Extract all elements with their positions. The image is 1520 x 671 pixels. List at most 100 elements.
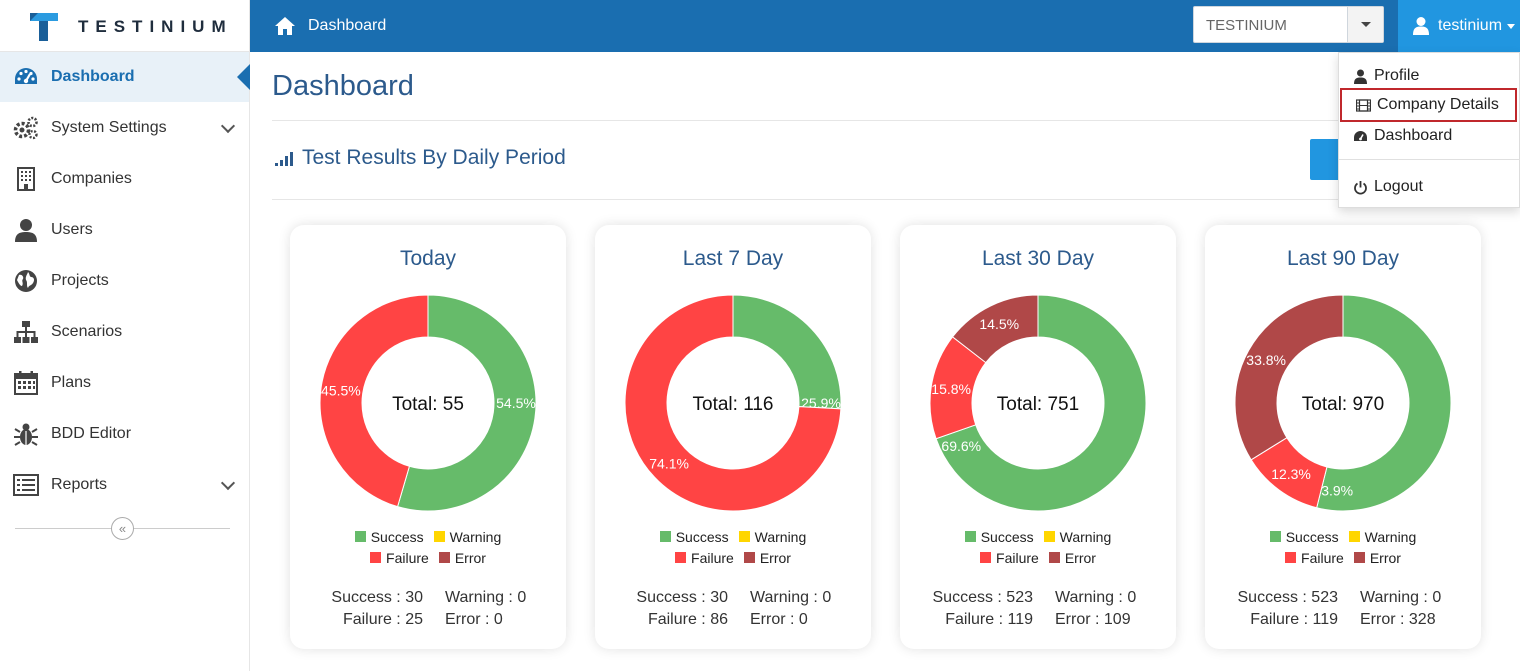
stat-warning: Warning : 0 xyxy=(1055,589,1137,606)
testinium-logo-icon xyxy=(30,13,58,41)
chart-card-last-30-day: Last 30 Day 69.6% 15.8% 14.5% Total: 751 Su… xyxy=(900,225,1176,649)
chart-legend: Success Warning Failure Error xyxy=(900,526,1176,568)
chart-stats: Success : 523 Warning : 0 Failure : 119 Er… xyxy=(1205,589,1481,633)
section-title: Test Results By Daily Period xyxy=(274,146,566,170)
donut-slice-failure[interactable] xyxy=(319,294,429,508)
chevron-down-icon xyxy=(220,118,236,134)
sidebar-item-label: Companies xyxy=(51,170,132,187)
title-divider xyxy=(272,120,1512,121)
globe-icon xyxy=(12,268,40,294)
company-select[interactable]: TESTINIUM xyxy=(1193,6,1384,43)
stat-failure: Failure : 119 xyxy=(1250,611,1338,628)
slice-percent-label: 33.8% xyxy=(1246,352,1286,368)
slice-percent-label: 54.5% xyxy=(496,395,536,411)
bug-icon xyxy=(12,421,40,447)
home-icon xyxy=(275,17,295,35)
gears-icon xyxy=(12,115,40,141)
user-menu-button[interactable]: testinium xyxy=(1398,0,1520,52)
double-chevron-left-icon: « xyxy=(118,521,127,536)
sitemap-icon xyxy=(12,319,40,345)
section-divider xyxy=(272,199,1512,200)
list-icon xyxy=(12,472,40,498)
sidebar-item-label: Projects xyxy=(51,272,109,289)
stat-warning: Warning : 0 xyxy=(1360,589,1442,606)
menu-item-label: Profile xyxy=(1374,67,1420,84)
legend-item-failure[interactable]: Failure xyxy=(980,550,1039,566)
legend-item-failure[interactable]: Failure xyxy=(1285,550,1344,566)
page-title: Dashboard xyxy=(272,70,414,102)
legend-item-success[interactable]: Success xyxy=(659,529,729,545)
company-select-value: TESTINIUM xyxy=(1206,17,1287,34)
user-name: testinium xyxy=(1438,17,1503,34)
signal-bars-icon xyxy=(275,152,293,166)
menu-item-company-details[interactable]: Company Details xyxy=(1340,88,1517,122)
legend-item-error[interactable]: Error xyxy=(438,550,486,566)
donut-slice-success[interactable] xyxy=(935,294,1147,512)
sidebar-item-label: System Settings xyxy=(51,119,167,136)
legend-item-success[interactable]: Success xyxy=(1269,529,1339,545)
menu-item-dashboard[interactable]: Dashboard xyxy=(1339,122,1520,150)
chart-title: Last 30 Day xyxy=(981,247,1095,270)
film-icon xyxy=(1356,98,1371,112)
dashboard-icon xyxy=(1354,130,1367,141)
stat-warning: Warning : 0 xyxy=(445,589,527,606)
chevron-down-icon xyxy=(220,475,236,491)
dashboard-icon xyxy=(12,64,40,90)
sidebar-item-projects[interactable]: Projects xyxy=(0,256,249,306)
legend-item-warning[interactable]: Warning xyxy=(1348,529,1416,545)
legend-item-warning[interactable]: Warning xyxy=(738,529,806,545)
donut-center-total: Total: 751 xyxy=(997,394,1079,415)
stat-error: Error : 109 xyxy=(1055,611,1131,628)
donut-slice-success[interactable] xyxy=(1316,294,1452,512)
legend-item-success[interactable]: Success xyxy=(354,529,424,545)
legend-item-warning[interactable]: Warning xyxy=(1043,529,1111,545)
sidebar-item-scenarios[interactable]: Scenarios xyxy=(0,307,249,357)
sidebar-item-companies[interactable]: Companies xyxy=(0,154,249,204)
donut-slice-success[interactable] xyxy=(732,294,842,410)
legend-item-failure[interactable]: Failure xyxy=(370,550,429,566)
menu-item-label: Logout xyxy=(1374,178,1423,195)
legend-item-error[interactable]: Error xyxy=(1353,550,1401,566)
chart-legend: Success Warning Failure Error xyxy=(290,526,566,568)
legend-item-error[interactable]: Error xyxy=(743,550,791,566)
chart-stats: Success : 30 Warning : 0 Failure : 25 Erro… xyxy=(290,589,566,633)
sidebar-item-bdd-editor[interactable]: BDD Editor xyxy=(0,409,249,459)
stat-error: Error : 328 xyxy=(1360,611,1436,628)
donut-chart: 53.9%12.3% 33.8% Total: 970 xyxy=(1234,294,1452,512)
chevron-down-icon[interactable] xyxy=(1347,7,1383,42)
menu-divider xyxy=(1339,159,1520,160)
menu-item-label: Company Details xyxy=(1377,96,1499,113)
legend-item-failure[interactable]: Failure xyxy=(675,550,734,566)
brand[interactable]: TESTINIUM xyxy=(0,0,250,52)
sidebar-item-reports[interactable]: Reports xyxy=(0,460,249,510)
legend-item-warning[interactable]: Warning xyxy=(433,529,501,545)
sidebar-item-plans[interactable]: Plans xyxy=(0,358,249,408)
chart-stats: Success : 523 Warning : 0 Failure : 119 Er… xyxy=(900,589,1176,633)
legend-item-error[interactable]: Error xyxy=(1048,550,1096,566)
chart-legend: Success Warning Failure Error xyxy=(595,526,871,568)
donut-center-total: Total: 970 xyxy=(1302,394,1384,415)
donut-slice-failure[interactable] xyxy=(624,294,842,512)
menu-item-label: Dashboard xyxy=(1374,127,1453,144)
collapse-sidebar-button[interactable]: « xyxy=(111,517,134,540)
chart-title: Today xyxy=(399,247,457,270)
sidebar-item-label: Dashboard xyxy=(51,68,135,85)
donut-slice-error[interactable] xyxy=(1234,294,1344,461)
breadcrumb[interactable]: Dashboard xyxy=(274,0,386,52)
menu-item-profile[interactable]: Profile xyxy=(1339,62,1520,90)
brand-name: TESTINIUM xyxy=(78,17,233,36)
user-icon xyxy=(1413,17,1429,35)
building-icon xyxy=(12,166,40,192)
sidebar-item-system-settings[interactable]: System Settings xyxy=(0,103,249,153)
donut-slice-error[interactable] xyxy=(951,294,1039,364)
chart-title: Last 7 Day xyxy=(682,247,784,270)
sidebar-item-users[interactable]: Users xyxy=(0,205,249,255)
menu-item-logout[interactable]: Logout xyxy=(1339,173,1520,201)
legend-item-success[interactable]: Success xyxy=(964,529,1034,545)
stat-success: Success : 30 xyxy=(636,589,728,606)
donut-chart: 54.5% 45.5% Total: 55 xyxy=(319,294,537,512)
chart-card-today: Today 54.5% 45.5% Total: 55 Success Warnin… xyxy=(290,225,566,649)
power-icon xyxy=(1354,180,1367,194)
sidebar-item-dashboard[interactable]: Dashboard xyxy=(0,52,250,102)
donut-slice-success[interactable] xyxy=(396,294,537,512)
